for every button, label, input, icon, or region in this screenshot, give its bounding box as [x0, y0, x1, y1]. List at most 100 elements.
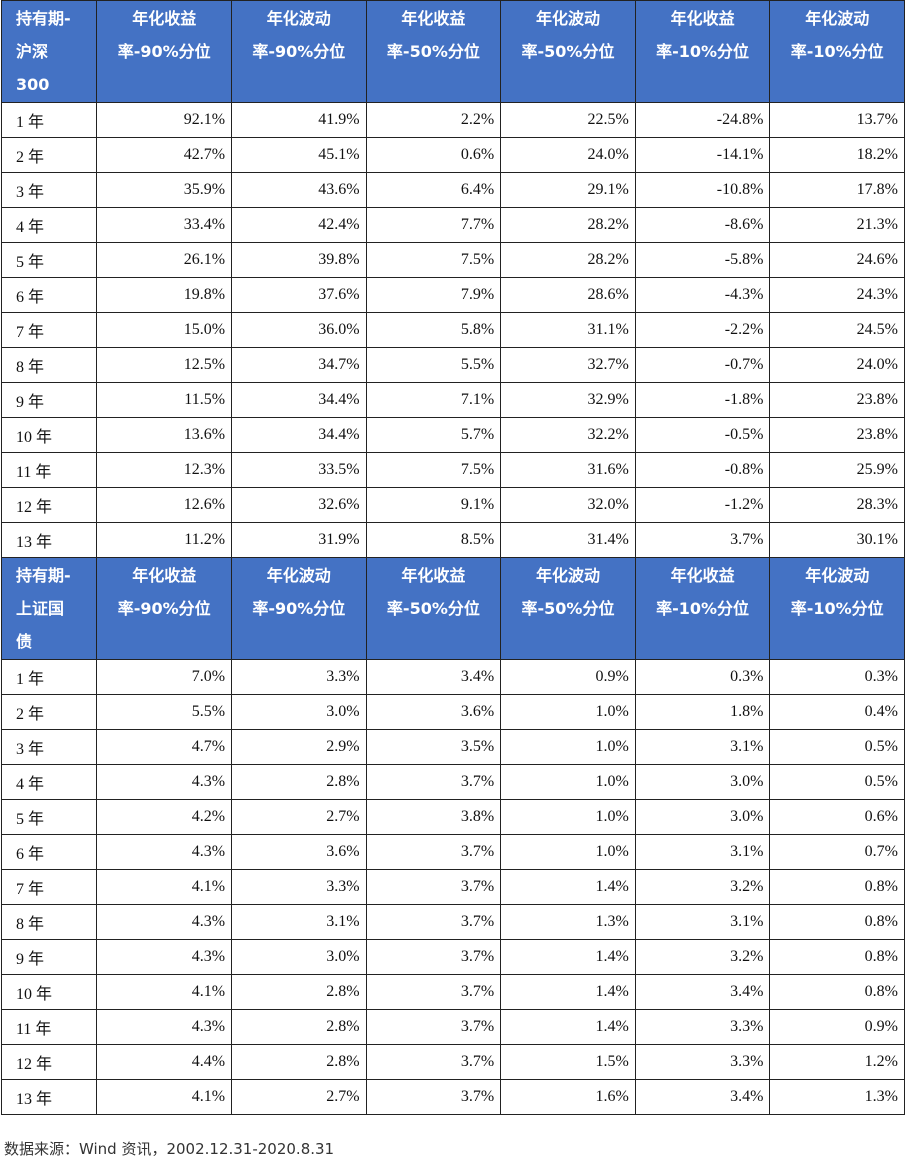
value-cell: 92.1% — [96, 102, 233, 138]
value-cell: 32.9% — [500, 382, 636, 418]
value-cell: 2.8% — [231, 974, 367, 1010]
value-cell: -1.2% — [634, 487, 771, 523]
period-cell: 7 年 — [0, 869, 98, 905]
value-cell: 5.5% — [96, 694, 233, 730]
table-row: 1 年 7.0% 3.3% 3.4% 0.9% 0.3% 0.3% — [0, 659, 905, 695]
value-cell: 7.5% — [365, 452, 502, 488]
header-cell: 年化波动率-10%分位 — [769, 0, 905, 103]
value-cell: 24.0% — [500, 137, 636, 173]
value-cell: 39.8% — [231, 242, 367, 278]
value-cell: 15.0% — [96, 312, 233, 348]
value-cell: 0.9% — [769, 1009, 905, 1045]
value-cell: 24.3% — [769, 277, 905, 313]
period-cell: 5 年 — [0, 799, 98, 835]
period-cell: 13 年 — [0, 522, 98, 558]
period-cell: 1 年 — [0, 102, 98, 138]
value-cell: 0.9% — [500, 659, 636, 695]
period-cell: 4 年 — [0, 764, 98, 800]
table-row: 7 年 4.1% 3.3% 3.7% 1.4% 3.2% 0.8% — [0, 869, 905, 905]
value-cell: 36.0% — [231, 312, 367, 348]
value-cell: -0.5% — [634, 417, 771, 453]
table-row: 5 年 4.2% 2.7% 3.8% 1.0% 3.0% 0.6% — [0, 799, 905, 835]
value-cell: 11.5% — [96, 382, 233, 418]
value-cell: 41.9% — [231, 102, 367, 138]
period-cell: 3 年 — [0, 172, 98, 208]
value-cell: 2.9% — [231, 729, 367, 765]
value-cell: 3.7% — [365, 904, 502, 940]
value-cell: 1.0% — [500, 694, 636, 730]
value-cell: 24.6% — [769, 242, 905, 278]
value-cell: 1.3% — [769, 1079, 905, 1115]
table-row: 12 年 4.4% 2.8% 3.7% 1.5% 3.3% 1.2% — [0, 1044, 905, 1080]
value-cell: 32.2% — [500, 417, 636, 453]
header-cell: 持有期-沪深300 — [0, 0, 98, 103]
table-row: 11 年 12.3% 33.5% 7.5% 31.6% -0.8% 25.9% — [0, 452, 905, 488]
value-cell: 4.3% — [96, 904, 233, 940]
value-cell: 3.4% — [365, 659, 502, 695]
period-cell: 5 年 — [0, 242, 98, 278]
value-cell: 4.1% — [96, 974, 233, 1010]
value-cell: 3.7% — [365, 869, 502, 905]
value-cell: 32.0% — [500, 487, 636, 523]
value-cell: 3.3% — [634, 1044, 771, 1080]
value-cell: 2.8% — [231, 764, 367, 800]
value-cell: 8.5% — [365, 522, 502, 558]
value-cell: 45.1% — [231, 137, 367, 173]
header-row: 持有期-沪深300 年化收益率-90%分位 年化波动率-90%分位 年化收益率-50%… — [0, 0, 905, 103]
table-row: 11 年 4.3% 2.8% 3.7% 1.4% 3.3% 0.9% — [0, 1009, 905, 1045]
value-cell: 12.3% — [96, 452, 233, 488]
table-row: 1 年 92.1% 41.9% 2.2% 22.5% -24.8% 13.7% — [0, 102, 905, 138]
table-row: 13 年 11.2% 31.9% 8.5% 31.4% 3.7% 30.1% — [0, 522, 905, 558]
header-cell: 年化波动率-50%分位 — [500, 0, 636, 103]
period-cell: 2 年 — [0, 694, 98, 730]
value-cell: 13.6% — [96, 417, 233, 453]
value-cell: 3.4% — [634, 974, 771, 1010]
value-cell: 24.5% — [769, 312, 905, 348]
table-row: 9 年 11.5% 34.4% 7.1% 32.9% -1.8% 23.8% — [0, 382, 905, 418]
value-cell: 7.0% — [96, 659, 233, 695]
value-cell: -1.8% — [634, 382, 771, 418]
table-row: 7 年 15.0% 36.0% 5.8% 31.1% -2.2% 24.5% — [0, 312, 905, 348]
header-cell: 年化收益率-50%分位 — [365, 557, 502, 660]
value-cell: 31.6% — [500, 452, 636, 488]
value-cell: 6.4% — [365, 172, 502, 208]
table-row: 9 年 4.3% 3.0% 3.7% 1.4% 3.2% 0.8% — [0, 939, 905, 975]
table-row: 2 年 5.5% 3.0% 3.6% 1.0% 1.8% 0.4% — [0, 694, 905, 730]
value-cell: 33.4% — [96, 207, 233, 243]
value-cell: -10.8% — [634, 172, 771, 208]
header-cell: 年化收益率-10%分位 — [634, 0, 771, 103]
value-cell: 3.3% — [634, 1009, 771, 1045]
table-row: 10 年 13.6% 34.4% 5.7% 32.2% -0.5% 23.8% — [0, 417, 905, 453]
value-cell: 0.8% — [769, 904, 905, 940]
value-cell: 1.3% — [500, 904, 636, 940]
value-cell: 2.8% — [231, 1044, 367, 1080]
period-cell: 10 年 — [0, 417, 98, 453]
value-cell: 9.1% — [365, 487, 502, 523]
value-cell: 3.0% — [634, 764, 771, 800]
value-cell: 1.2% — [769, 1044, 905, 1080]
value-cell: 3.6% — [231, 834, 367, 870]
value-cell: 4.1% — [96, 869, 233, 905]
value-cell: -2.2% — [634, 312, 771, 348]
table-row: 4 年 4.3% 2.8% 3.7% 1.0% 3.0% 0.5% — [0, 764, 905, 800]
header-row: 持有期-上证国债 年化收益率-90%分位 年化波动率-90%分位 年化收益率-50%分… — [0, 557, 905, 660]
period-cell: 3 年 — [0, 729, 98, 765]
tables: 持有期-沪深300 年化收益率-90%分位 年化波动率-90%分位 年化收益率-50%… — [0, 0, 905, 1115]
value-cell: 12.5% — [96, 347, 233, 383]
value-cell: 4.4% — [96, 1044, 233, 1080]
value-cell: 28.6% — [500, 277, 636, 313]
value-cell: 31.4% — [500, 522, 636, 558]
value-cell: 4.3% — [96, 1009, 233, 1045]
value-cell: 32.7% — [500, 347, 636, 383]
value-cell: -8.6% — [634, 207, 771, 243]
value-cell: 17.8% — [769, 172, 905, 208]
value-cell: 3.7% — [365, 834, 502, 870]
value-cell: -24.8% — [634, 102, 771, 138]
value-cell: 7.5% — [365, 242, 502, 278]
table-row: 6 年 4.3% 3.6% 3.7% 1.0% 3.1% 0.7% — [0, 834, 905, 870]
period-cell: 12 年 — [0, 1044, 98, 1080]
value-cell: 42.7% — [96, 137, 233, 173]
period-cell: 10 年 — [0, 974, 98, 1010]
value-cell: 5.7% — [365, 417, 502, 453]
value-cell: 3.0% — [231, 939, 367, 975]
